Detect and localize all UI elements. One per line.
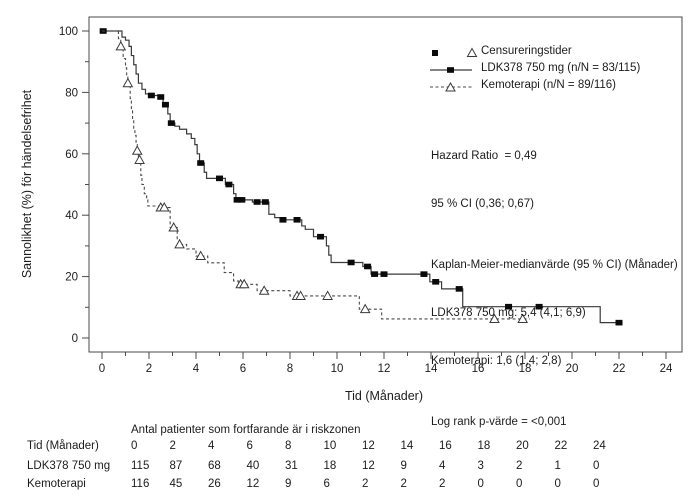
svg-text:4: 4	[193, 363, 200, 375]
risk-cell: 0	[131, 440, 138, 452]
legend-censored-label: Censureringstider	[481, 45, 572, 57]
risk-cell: 45	[169, 478, 183, 490]
legend-item-kemo: Kemoterapi (n/N = 89/116)	[429, 78, 694, 95]
svg-text:2: 2	[146, 363, 152, 375]
x-axis-label: Tid (Månader)	[345, 389, 423, 403]
svg-text:60: 60	[65, 149, 78, 161]
risk-row-label: Tid (Månader)	[27, 440, 99, 452]
svg-text:12: 12	[378, 363, 391, 375]
censored-triangle-icon	[466, 47, 478, 57]
risk-cell: 2	[362, 478, 369, 490]
risk-cell: 0	[477, 478, 484, 490]
svg-text:100: 100	[59, 26, 78, 38]
risk-cell: 22	[554, 440, 568, 452]
svg-text:22: 22	[613, 363, 626, 375]
svg-text:80: 80	[65, 87, 78, 99]
legend-ldk-label: LDK378 750 mg (n/N = 83/115)	[481, 62, 641, 74]
risk-cell: 14	[400, 440, 414, 452]
ldk-line-sample-icon	[430, 67, 472, 73]
y-axis-label: Sannolikhet (%) för händelsefrihet	[20, 89, 34, 278]
plot-legend: Censureringstider LDK378 750 mg (n/N = 8…	[429, 44, 694, 95]
svg-text:14: 14	[425, 363, 438, 375]
risk-cell: 6	[323, 478, 330, 490]
risk-cell: 2	[516, 460, 523, 472]
risk-table-row: Tid (Månader) 0 2 4 6 8 10 12 14 16 18 20 22 24	[0, 440, 698, 454]
risk-table-row: LDK378 750 mg 115 87 68 40 31 18 12 9 4 3 2 1 0	[0, 460, 698, 474]
risk-cell: 6	[246, 440, 253, 452]
risk-cell: 4	[439, 460, 446, 472]
svg-text:18: 18	[519, 363, 532, 375]
risk-cell: 0	[593, 478, 600, 490]
risk-cell: 18	[477, 440, 491, 452]
risk-cell: 20	[516, 440, 529, 452]
risk-cell: 16	[439, 440, 452, 452]
svg-text:8: 8	[287, 363, 293, 375]
risk-cell: 115	[131, 460, 150, 472]
svg-text:20: 20	[566, 363, 579, 375]
kemo-line-sample-icon	[430, 81, 472, 92]
km-median-header: Kaplan-Meier-medianvärde (95 % CI) (Måna…	[431, 259, 678, 271]
km-median-kemo: Kemoterapi: 1,6 (1,4; 2,8)	[431, 355, 562, 367]
risk-cell: 12	[362, 440, 375, 452]
legend-item-ldk: LDK378 750 mg (n/N = 83/115)	[429, 61, 694, 78]
risk-cell: 8	[285, 440, 292, 452]
risk-cell: 68	[208, 460, 221, 472]
km-median-ldk: LDK378 750 mg: 5,4 (4,1; 6,9)	[431, 307, 586, 319]
hazard-ratio-ci-text: 95 % CI (0,36; 0,67)	[431, 198, 534, 210]
risk-cell: 116	[131, 478, 150, 490]
risk-cell: 2	[439, 478, 446, 490]
risk-table-row: Kemoterapi 116 45 26 12 9 6 2 2 2 0 0 0 0	[0, 478, 698, 492]
svg-text:20: 20	[65, 272, 78, 284]
risk-cell: 1	[554, 460, 561, 472]
hazard-ratio-text: Hazard Ratio = 0,49	[431, 150, 537, 162]
svg-text:6: 6	[240, 363, 246, 375]
svg-text:10: 10	[331, 363, 344, 375]
risk-row-label: Kemoterapi	[27, 478, 86, 490]
risk-cell: 12	[362, 460, 375, 472]
risk-cell: 10	[323, 440, 337, 452]
risk-cell: 0	[593, 460, 600, 472]
stats-block: Hazard Ratio = 0,49 95 % CI (0,36; 0,67)…	[431, 116, 678, 462]
svg-text:40: 40	[65, 210, 78, 222]
risk-row-label: LDK378 750 mg	[27, 460, 111, 472]
risk-cell: 24	[593, 440, 606, 452]
risk-cell: 40	[246, 460, 260, 472]
risk-cell: 3	[477, 460, 484, 472]
censored-square-icon	[432, 50, 438, 56]
risk-cell: 0	[554, 478, 561, 490]
risk-cell: 12	[246, 478, 260, 490]
svg-text:24: 24	[660, 363, 673, 375]
svg-text:0: 0	[72, 333, 78, 345]
risk-cell: 87	[169, 460, 183, 472]
legend-kemo-label: Kemoterapi (n/N = 89/116)	[481, 79, 616, 91]
legend-item-censored: Censureringstider	[429, 44, 694, 61]
risk-cell: 31	[285, 460, 298, 472]
risk-cell: 2	[400, 478, 407, 490]
risk-table-header: Antal patienter som fortfarande är i ris…	[131, 424, 361, 436]
risk-cell: 26	[208, 478, 221, 490]
svg-text:0: 0	[99, 363, 105, 375]
svg-text:16: 16	[472, 363, 485, 375]
risk-cell: 9	[285, 478, 292, 490]
risk-cell: 4	[208, 440, 215, 452]
risk-cell: 9	[400, 460, 407, 472]
risk-cell: 2	[169, 440, 176, 452]
log-rank-text: Log rank p-värde = <0,001	[431, 416, 567, 428]
risk-cell: 0	[516, 478, 523, 490]
risk-cell: 18	[323, 460, 337, 472]
